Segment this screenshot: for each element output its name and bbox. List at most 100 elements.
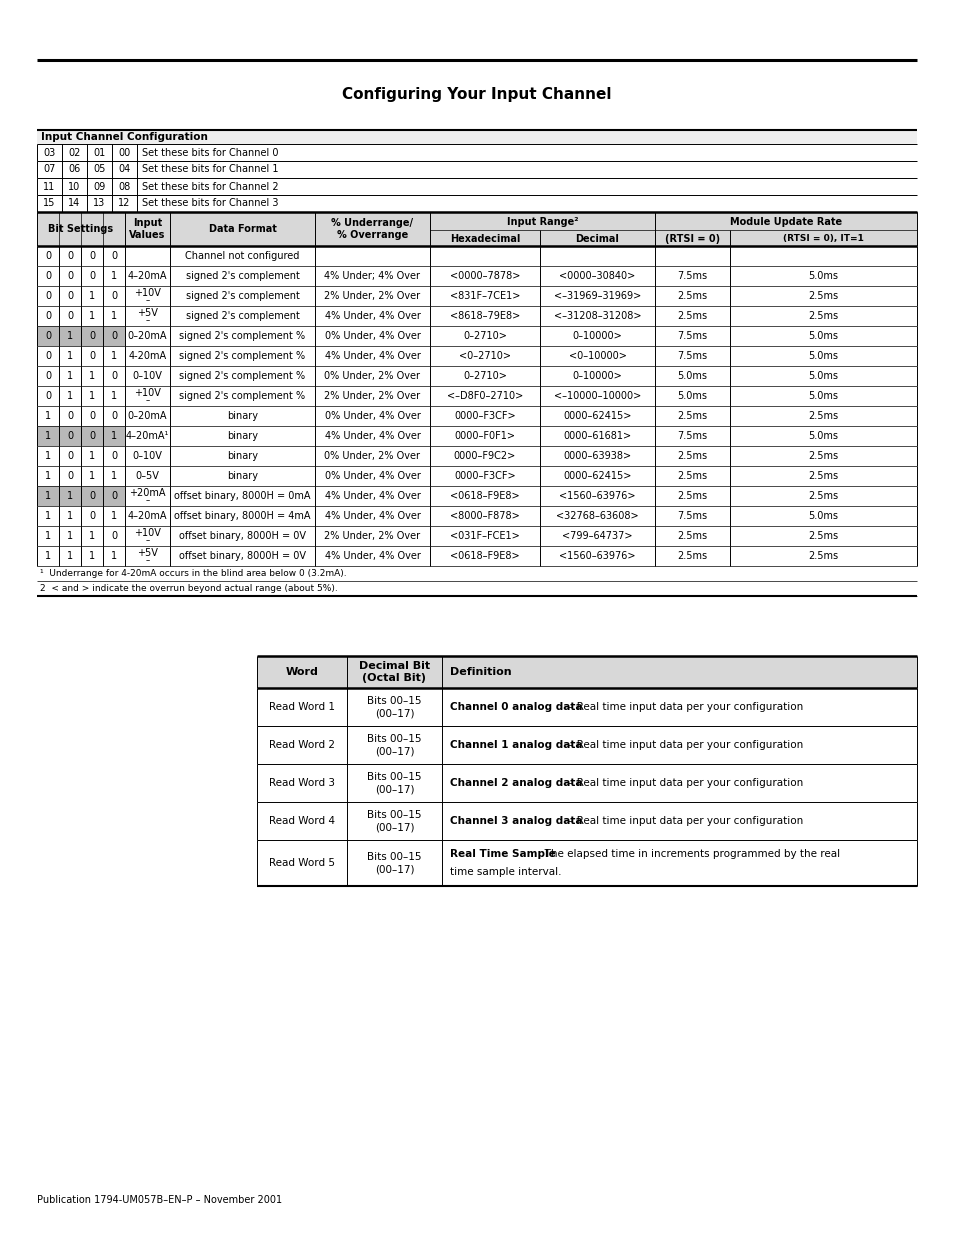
Text: signed 2's complement %: signed 2's complement % [179,391,305,401]
Text: <799–64737>: <799–64737> [561,531,632,541]
Text: Set these bits for Channel 2: Set these bits for Channel 2 [142,182,278,191]
Text: 2.5ms: 2.5ms [677,451,707,461]
Text: <0000–30840>: <0000–30840> [558,270,635,282]
Text: <0618–F9E8>: <0618–F9E8> [450,551,519,561]
Text: 4% Under, 4% Over: 4% Under, 4% Over [324,492,420,501]
Text: Read Word 5: Read Word 5 [269,858,335,868]
Text: offset binary, 8000H = 4mA: offset binary, 8000H = 4mA [174,511,311,521]
Text: <1560–63976>: <1560–63976> [558,492,635,501]
Text: Channel 1 analog data: Channel 1 analog data [450,740,582,750]
Text: 5.0ms: 5.0ms [677,391,707,401]
Text: 2.5ms: 2.5ms [677,551,707,561]
Text: 0% Under, 4% Over: 0% Under, 4% Over [324,331,420,341]
Text: 0: 0 [111,492,117,501]
Text: (RTSI = 0), IT=1: (RTSI = 0), IT=1 [782,233,863,243]
Text: Set these bits for Channel 1: Set these bits for Channel 1 [142,164,278,174]
Text: 0: 0 [45,251,51,261]
Text: 7.5ms: 7.5ms [677,331,707,341]
Text: 1: 1 [67,492,73,501]
Text: – Real time input data per your configuration: – Real time input data per your configur… [565,740,803,750]
Text: signed 2's complement: signed 2's complement [186,311,299,321]
Text: 1: 1 [45,492,51,501]
Text: Set these bits for Channel 0: Set these bits for Channel 0 [142,147,278,158]
Text: 05: 05 [93,164,106,174]
Text: 7.5ms: 7.5ms [677,351,707,361]
Text: 1: 1 [89,370,95,382]
Text: <1560–63976>: <1560–63976> [558,551,635,561]
Text: 2.5ms: 2.5ms [807,471,838,480]
Text: – Real time input data per your configuration: – Real time input data per your configur… [565,701,803,713]
Text: 10: 10 [69,182,81,191]
Text: 02: 02 [69,147,81,158]
Text: 0: 0 [67,471,73,480]
Text: 0% Under, 2% Over: 0% Under, 2% Over [324,370,420,382]
Text: <8618–79E8>: <8618–79E8> [450,311,519,321]
Text: 7.5ms: 7.5ms [677,431,707,441]
Text: Channel 3 analog data: Channel 3 analog data [450,816,582,826]
Text: 2.5ms: 2.5ms [807,492,838,501]
Text: 2.5ms: 2.5ms [807,311,838,321]
Bar [37,178,916,195]
Text: –: – [145,496,150,505]
Text: Real Time Sample: Real Time Sample [450,848,556,860]
Text: 1: 1 [67,511,73,521]
Text: offset binary, 8000H = 0V: offset binary, 8000H = 0V [179,551,306,561]
Bar [37,130,916,144]
Text: 11: 11 [43,182,55,191]
Text: Channel 2 analog data: Channel 2 analog data [450,778,582,788]
Text: 00: 00 [118,147,131,158]
Text: 0: 0 [89,511,95,521]
Text: 15: 15 [43,199,55,209]
Text: Bit Settings: Bit Settings [49,224,113,233]
Text: 0: 0 [45,351,51,361]
Text: 1: 1 [111,311,117,321]
Text: Bits 00–15
(00–17): Bits 00–15 (00–17) [367,697,421,718]
Text: Configuring Your Input Channel: Configuring Your Input Channel [342,88,611,103]
Text: –: – [145,296,150,305]
Text: 1: 1 [89,311,95,321]
Text: 2% Under, 2% Over: 2% Under, 2% Over [324,391,420,401]
Text: 4-20mA: 4-20mA [129,351,167,361]
Text: 0: 0 [111,411,117,421]
Text: 0: 0 [89,492,95,501]
Text: 1: 1 [111,270,117,282]
Text: 2.5ms: 2.5ms [677,531,707,541]
Text: signed 2's complement: signed 2's complement [186,291,299,301]
Text: signed 2's complement %: signed 2's complement % [179,331,305,341]
Text: Input Channel Configuration: Input Channel Configuration [41,132,208,142]
Text: 01: 01 [93,147,106,158]
Text: 4% Under; 4% Over: 4% Under; 4% Over [324,270,420,282]
Text: 2.5ms: 2.5ms [807,531,838,541]
Text: Input
Values: Input Values [130,219,166,240]
Text: <–10000–10000>: <–10000–10000> [554,391,640,401]
Text: +10V: +10V [134,288,161,298]
Text: 5.0ms: 5.0ms [807,351,838,361]
Text: 0: 0 [67,270,73,282]
Text: binary: binary [227,431,257,441]
Text: 0: 0 [111,451,117,461]
Text: 4–20mA: 4–20mA [128,511,167,521]
Text: 1: 1 [89,531,95,541]
Text: 2.5ms: 2.5ms [677,291,707,301]
Text: –: – [145,316,150,326]
Text: 0–2710>: 0–2710> [462,331,506,341]
Text: 03: 03 [43,147,55,158]
Text: 0: 0 [45,311,51,321]
Text: 1: 1 [111,431,117,441]
Text: 1: 1 [67,351,73,361]
Text: 1: 1 [89,291,95,301]
Text: 1: 1 [111,471,117,480]
Text: Bits 00–15
(00–17): Bits 00–15 (00–17) [367,852,421,874]
Bar [37,426,125,446]
Text: 0: 0 [67,431,73,441]
Text: 0000–62415>: 0000–62415> [562,471,631,480]
Text: 2.5ms: 2.5ms [677,471,707,480]
Text: Publication 1794-UM057B–EN–P – November 2001: Publication 1794-UM057B–EN–P – November … [37,1195,282,1205]
Text: Definition: Definition [450,667,511,677]
Text: 1: 1 [111,391,117,401]
Text: 0% Under, 4% Over: 0% Under, 4% Over [324,471,420,480]
Text: <8000–F878>: <8000–F878> [450,511,519,521]
Text: 1: 1 [89,471,95,480]
Text: 0: 0 [45,291,51,301]
Text: 1: 1 [111,551,117,561]
